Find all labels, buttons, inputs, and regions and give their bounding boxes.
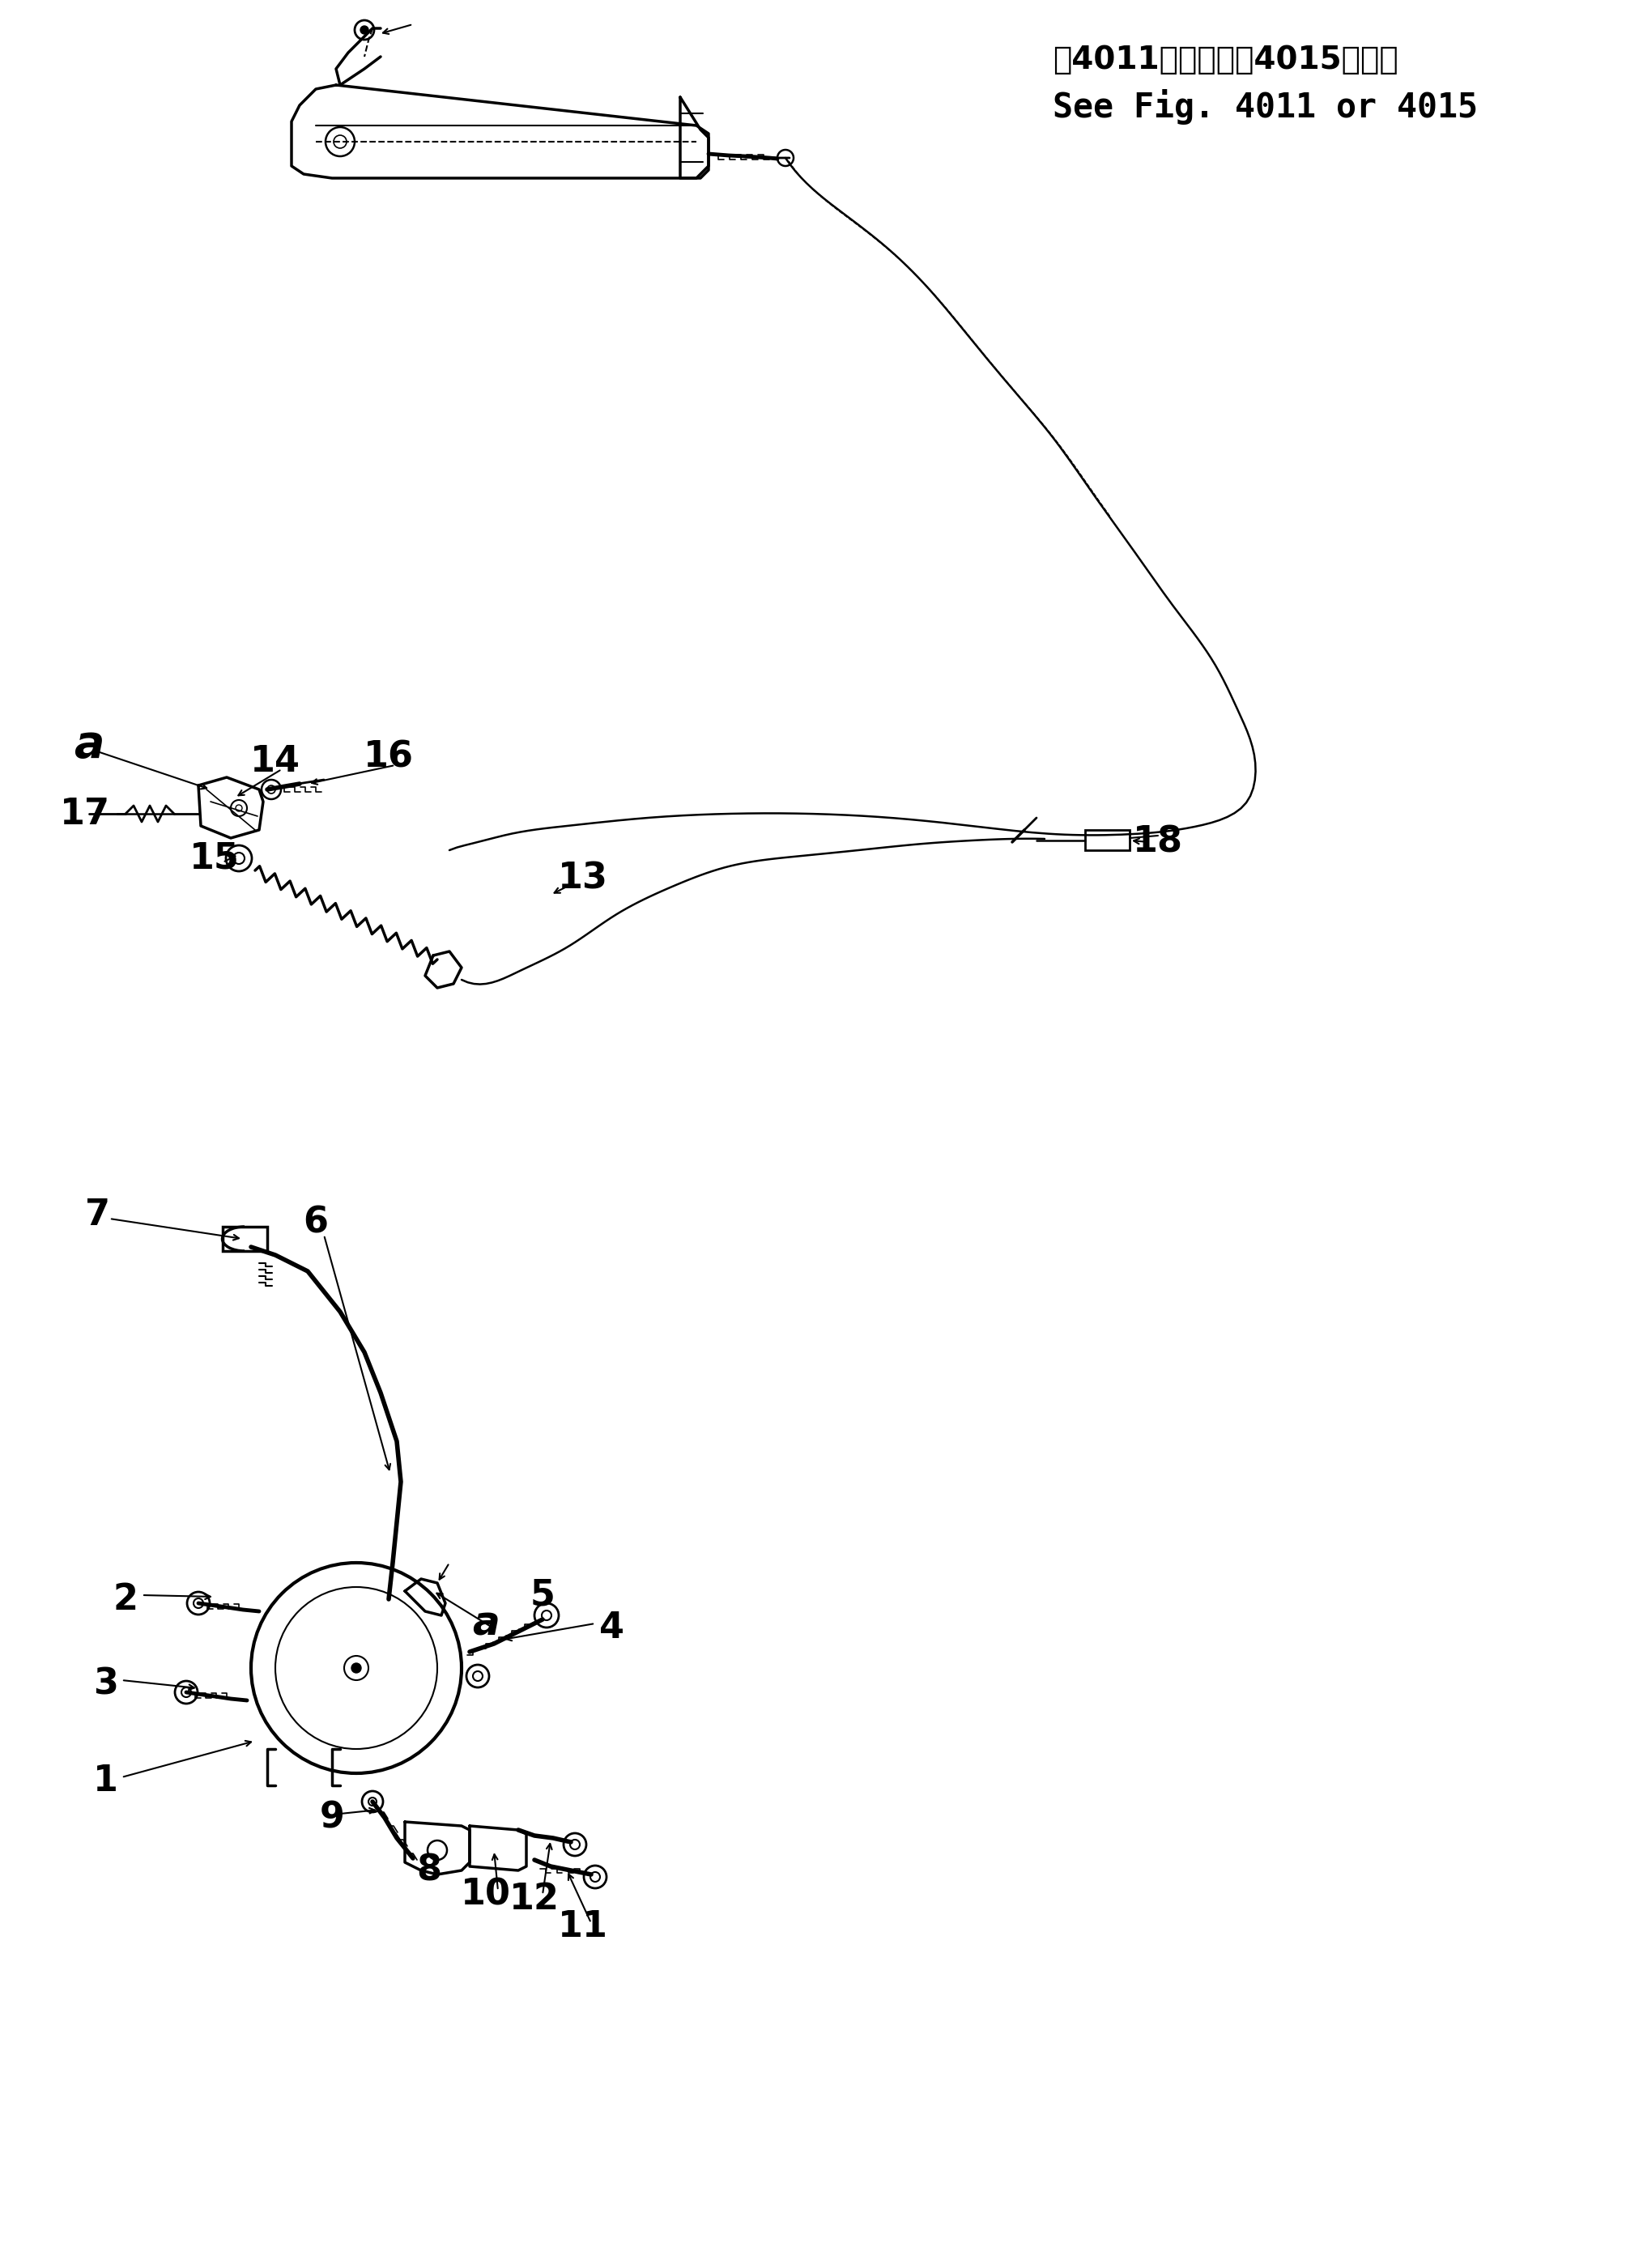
Text: 笥4011図または笥4015図参照: 笥4011図または笥4015図参照 [1053,45,1398,75]
Text: 10: 10 [460,1878,511,1912]
Text: 6: 6 [304,1204,329,1241]
Text: 9: 9 [319,1801,345,1835]
Text: a: a [74,723,104,767]
Bar [1084,830,1130,850]
Text: 4: 4 [598,1610,624,1644]
Bar [223,1227,268,1252]
Text: 16: 16 [363,739,414,773]
Text: 17: 17 [59,796,110,830]
Text: 1: 1 [92,1765,118,1799]
Text: 11: 11 [559,1910,608,1944]
Text: 7: 7 [85,1198,110,1232]
Text: See Fig. 4011 or 4015: See Fig. 4011 or 4015 [1053,88,1477,125]
Text: 8: 8 [417,1853,442,1887]
Text: 14: 14 [250,744,301,778]
Text: 15: 15 [189,841,240,875]
Text: 2: 2 [113,1581,138,1617]
Circle shape [352,1662,361,1674]
Text: 18: 18 [1134,826,1183,860]
Text: 3: 3 [92,1667,118,1701]
Text: 5: 5 [531,1579,555,1613]
Text: a: a [472,1603,499,1642]
Circle shape [360,25,368,34]
Text: 12: 12 [509,1882,560,1916]
Text: 13: 13 [559,862,608,896]
